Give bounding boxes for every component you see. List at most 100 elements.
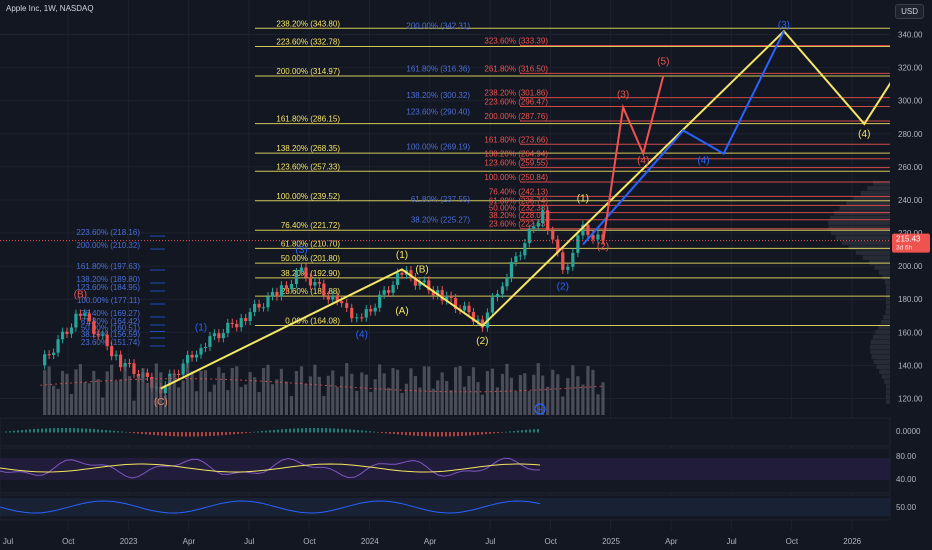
time-axis-tick: 2024 [361, 537, 379, 546]
volume-bar [326, 375, 330, 415]
rsi-ma-line [0, 463, 541, 473]
candle-body [119, 354, 123, 368]
candle-body [480, 319, 484, 328]
wave-label: (B) [74, 290, 87, 301]
macd-bar [313, 428, 315, 433]
macd-bar [517, 430, 519, 433]
volume-profile-bar [886, 290, 890, 295]
fib-level-red-label: 323.60% (333.39) [484, 36, 548, 45]
candle-body [239, 318, 243, 328]
wave-label: (2) [476, 336, 488, 347]
volume-profile-bar [830, 215, 890, 221]
macd-axis-tick: 0.0000 [896, 427, 921, 436]
volume-bar [299, 366, 304, 415]
macd-bar [513, 430, 515, 433]
currency-button[interactable]: USD [895, 4, 924, 19]
projection-line-blue [582, 30, 785, 246]
candle-body [253, 303, 257, 313]
volume-bar [454, 367, 458, 415]
macd-bar [181, 432, 183, 437]
macd-bar [73, 428, 75, 433]
volume-bar [571, 365, 575, 415]
macd-bar [193, 432, 195, 437]
volume-profile-bar [879, 270, 890, 275]
volume-bar [159, 372, 163, 415]
volume-profile-bar [880, 319, 890, 325]
candle-body [266, 296, 270, 308]
volume-bar [536, 363, 540, 415]
wave-label: (3) [295, 245, 307, 256]
candle-body [177, 373, 181, 375]
candle-body [382, 290, 386, 295]
volume-bar [47, 366, 51, 415]
volume-bar [458, 366, 462, 415]
macd-bar [261, 431, 263, 433]
macd-bar [405, 432, 407, 436]
macd-bar [281, 429, 283, 433]
macd-bar [321, 428, 323, 433]
fib-level-yellow-label: 61.80% (210.70) [281, 239, 340, 248]
fib-level-red-label: 161.80% (273.66) [484, 135, 548, 144]
macd-bar [113, 430, 115, 433]
volume-bar [168, 375, 172, 415]
candle-body [96, 334, 100, 336]
candle-body [409, 270, 413, 278]
macd-bar [245, 432, 247, 434]
macd-bar [449, 432, 451, 437]
candle-body [387, 290, 391, 293]
fib-level-yellow-label: 123.60% (257.33) [276, 162, 340, 171]
volume-bar [114, 381, 118, 415]
wave-label: (2) [557, 281, 569, 292]
time-axis-tick: Oct [544, 537, 557, 546]
volume-bar [154, 363, 158, 415]
volume-bar [65, 373, 69, 415]
volume-profile-bar [853, 195, 890, 201]
add-marker-glyph: + [538, 405, 543, 414]
macd-bar [89, 428, 91, 433]
rsi-band [0, 458, 890, 480]
price-axis-tick: 240.00 [898, 196, 923, 205]
volume-bar [387, 387, 391, 415]
macd-bar [153, 432, 155, 436]
macd-bar [413, 432, 415, 436]
volume-profile-bar [871, 354, 890, 360]
candle-body [350, 307, 354, 319]
macd-bar [25, 429, 27, 433]
wave-label: (3) [778, 20, 790, 31]
candle-body [413, 277, 417, 286]
volume-bar [284, 381, 289, 415]
fib-level-red-label: 100.00% (250.84) [484, 173, 548, 182]
price-axis-background [890, 0, 932, 550]
macd-bar [505, 431, 507, 433]
volume-bar [395, 369, 400, 415]
price-axis-tick: 340.00 [898, 31, 923, 40]
volume-bar [172, 373, 176, 415]
volume-profile-bar [855, 250, 890, 255]
volume-profile-bar [883, 314, 890, 320]
price-axis-tick: 320.00 [898, 64, 923, 73]
fib-level-blue-label: 138.20% (300.32) [406, 91, 470, 100]
volume-profile-bar [876, 364, 890, 370]
fib-level-yellow-label: 76.40% (221.72) [281, 221, 340, 230]
volume-bar [462, 386, 467, 415]
volume-profile-bar [841, 240, 890, 245]
volume-profile-bar [886, 295, 890, 300]
candle-body [43, 354, 47, 366]
fib-level-blue-label: 200.00% (342.31) [406, 22, 470, 31]
candle-body [369, 309, 373, 312]
volume-bar [275, 379, 279, 415]
price-axis-tick: 260.00 [898, 163, 923, 172]
fib-level-blue-label: 223.60% (218.16) [76, 228, 140, 237]
fib-level-blue-label: 200.00% (210.32) [76, 241, 140, 250]
volume-bar [523, 373, 527, 415]
volume-bar [83, 382, 87, 415]
candle-body [467, 305, 471, 313]
volume-bar [490, 368, 495, 415]
volume-bar [431, 388, 435, 415]
volume-profile-bar [867, 185, 890, 191]
volume-bar [92, 370, 96, 415]
price-axis-tick: 280.00 [898, 130, 923, 139]
volume-bar [409, 368, 413, 415]
candle-body [101, 334, 105, 336]
